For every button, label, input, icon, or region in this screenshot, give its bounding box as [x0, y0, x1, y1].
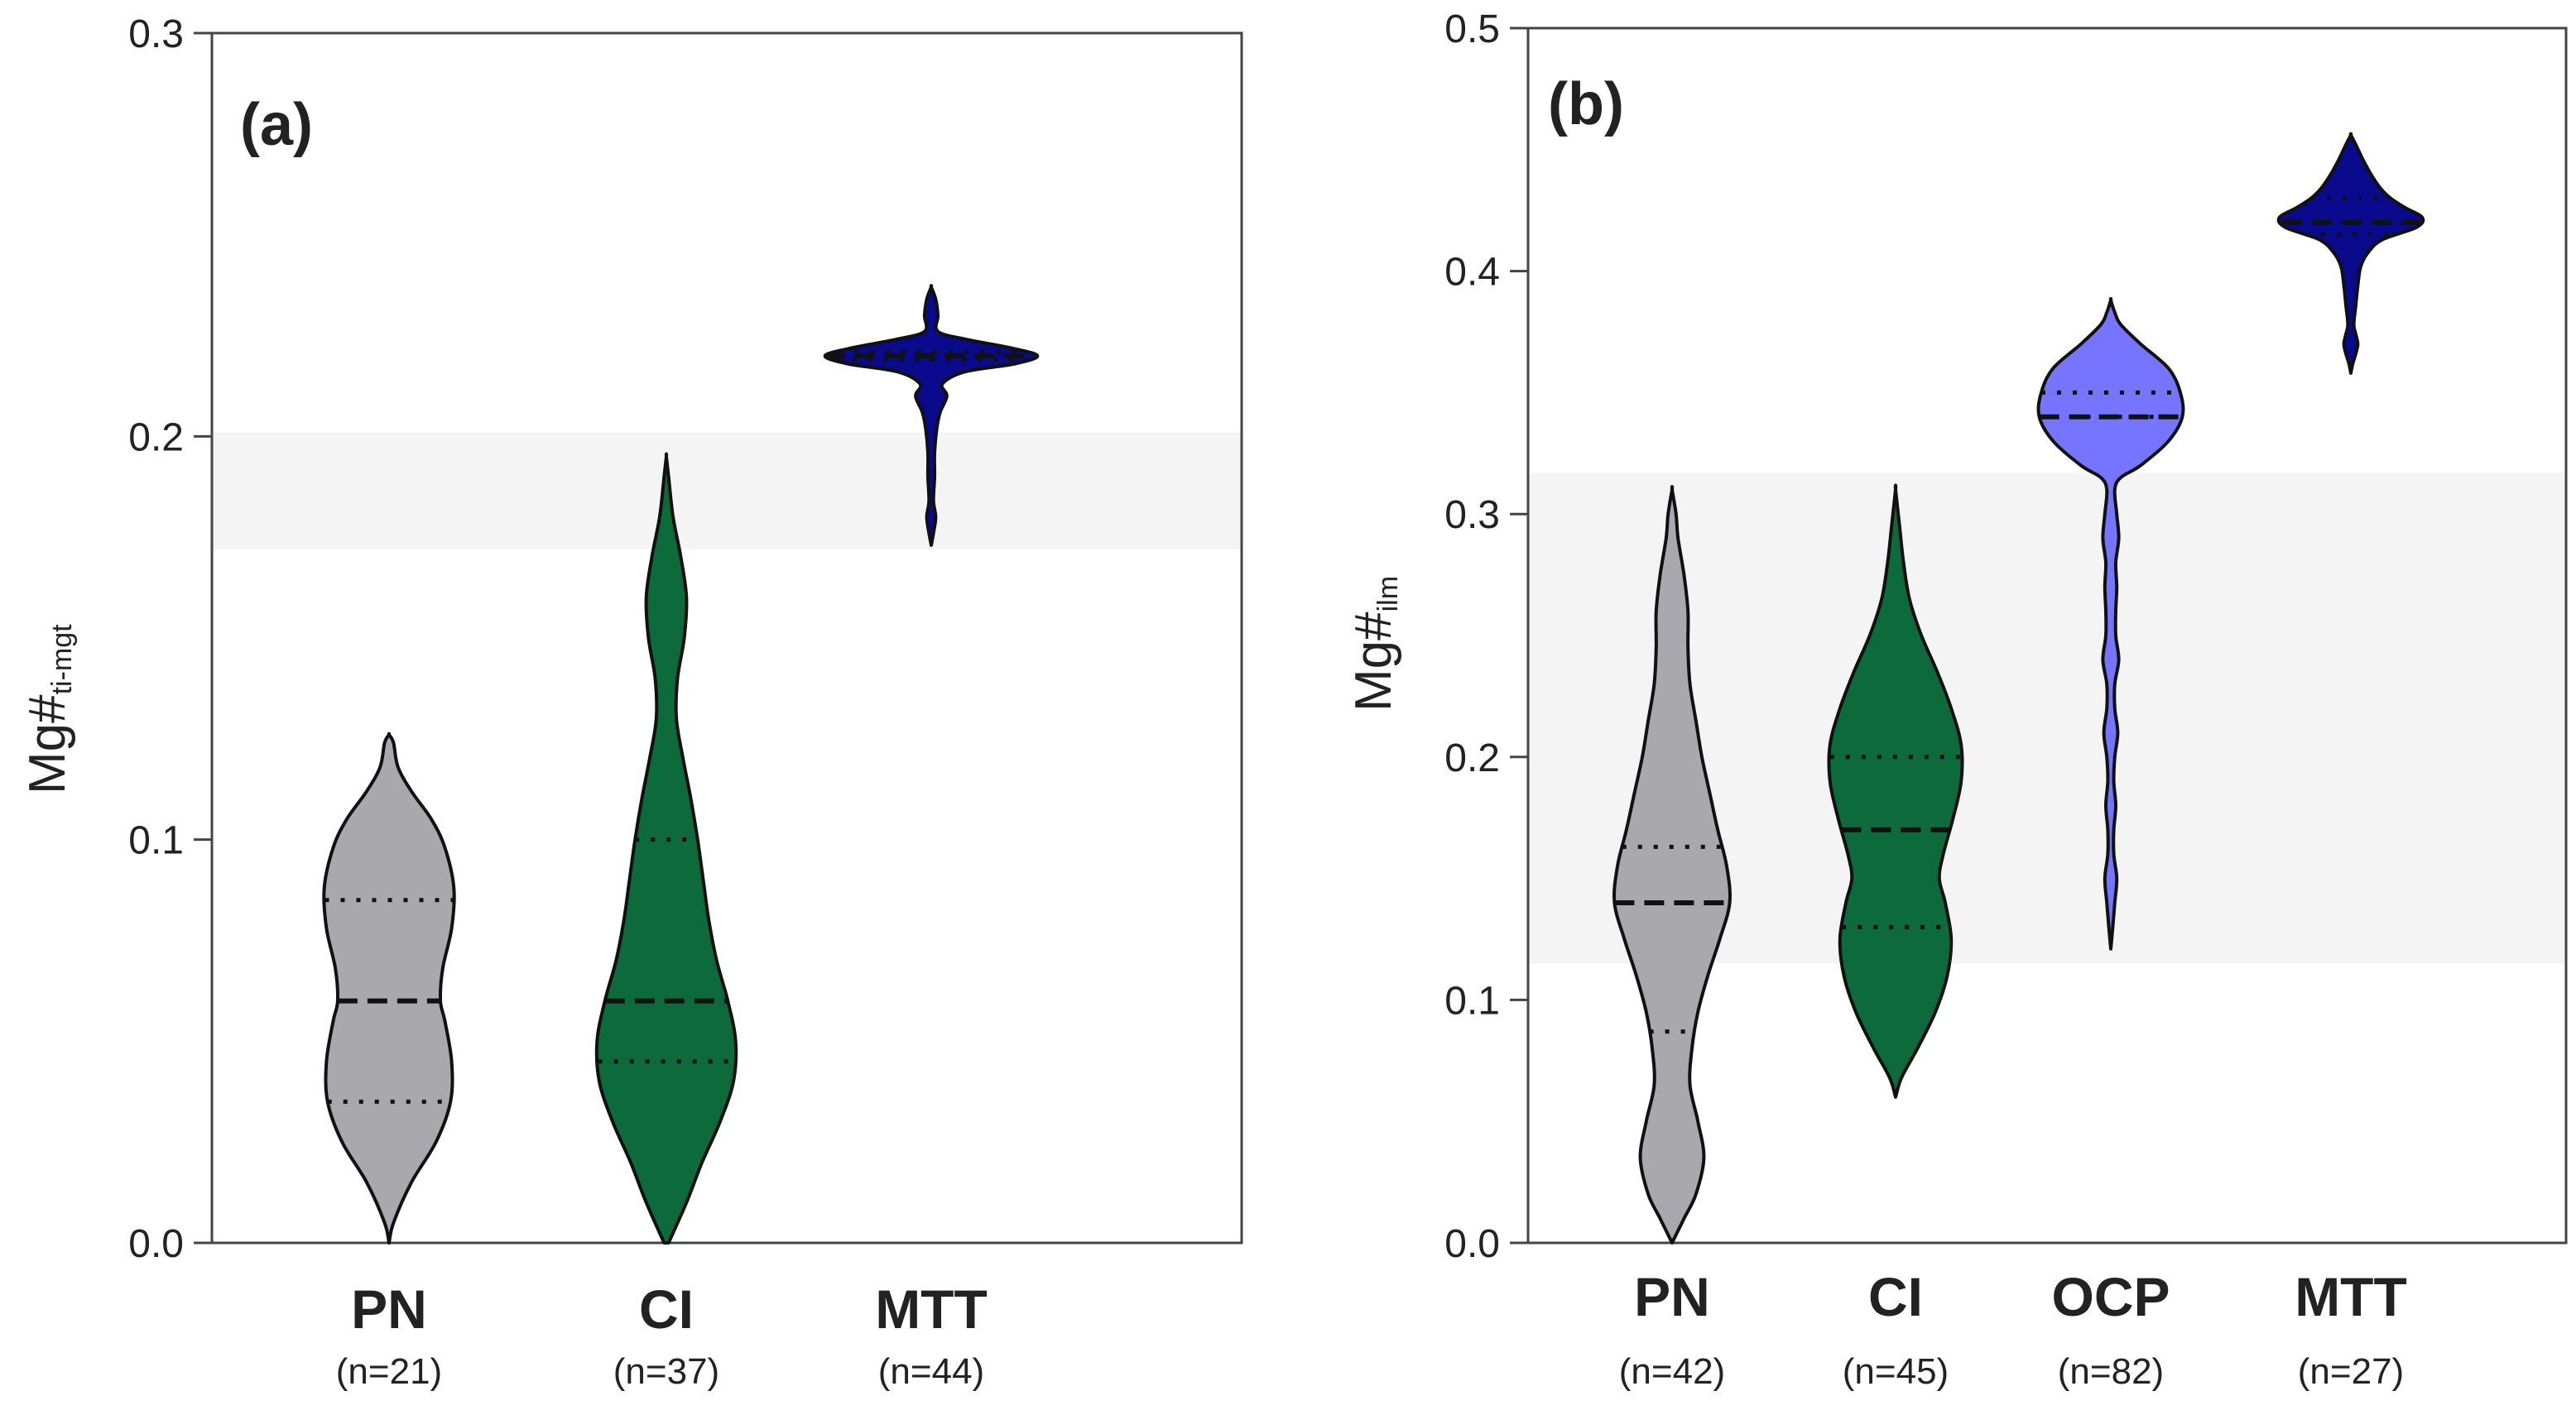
y-tick-label: 0.0 [128, 1222, 184, 1266]
violin-body [2036, 296, 2185, 951]
category-label-pn: PN [351, 1278, 427, 1340]
sample-count-mtt: (n=27) [2298, 1351, 2404, 1392]
violin-body [2276, 132, 2425, 375]
panel-a-y-axis-label: Mg#ti-mgt [19, 624, 78, 794]
panel-a-y-axis-label-main: Mg# [19, 694, 76, 794]
category-label-ci: CI [1868, 1266, 1923, 1327]
violin-body [1827, 483, 1964, 1099]
y-tick-label: 0.1 [1444, 979, 1500, 1023]
violin-mtt [823, 284, 1040, 547]
sample-count-pn: (n=42) [1619, 1351, 1725, 1392]
panel-b-plot-frame [1526, 26, 2568, 1245]
y-tick-label: 0.5 [1444, 7, 1500, 51]
violin-body [322, 731, 456, 1245]
sample-count-pn: (n=21) [336, 1351, 442, 1392]
y-tick-label: 0.3 [128, 12, 184, 56]
violin-ci [1827, 483, 1964, 1099]
panel-b-y-axis-label: Mg#ilm [1345, 576, 1404, 712]
panel-b-y-axis-label-main: Mg# [1345, 612, 1402, 712]
category-label-mtt: MTT [875, 1278, 988, 1340]
violin-pn [322, 731, 456, 1245]
y-tick-label: 0.3 [1444, 493, 1500, 537]
panel-b-y-ticks: 0.0 0.1 0.2 0.3 0.4 0.5 [1444, 7, 1528, 1266]
category-label-mtt: MTT [2295, 1266, 2407, 1327]
category-label-pn: PN [1634, 1266, 1710, 1327]
violin-body [594, 452, 738, 1245]
violin-ocp [2036, 296, 2185, 951]
panel-b-category-labels: PN (n=42) CI (n=45) OCP (n=82) MTT (n=27) [1619, 1266, 2407, 1392]
sample-count-ocp: (n=82) [2058, 1351, 2164, 1392]
panel-a-label: (a) [240, 92, 313, 158]
panel-a-shaded-band [212, 432, 1242, 549]
y-tick-label: 0.4 [1444, 251, 1500, 295]
sample-count-ci: (n=45) [1843, 1351, 1949, 1392]
panel-b-y-axis-label-subscript: ilm [1372, 576, 1404, 612]
panel-a: 0.0 0.1 0.2 0.3 (a) Mg#ti-mgt PN (n=21) CI (n=… [19, 12, 1243, 1392]
violin-body [1612, 485, 1732, 1245]
sample-count-mtt: (n=44) [878, 1351, 984, 1392]
y-tick-label: 0.2 [1444, 736, 1500, 780]
violin-ci [594, 452, 738, 1245]
panel-a-plot-frame [210, 31, 1243, 1245]
panel-a-violins [322, 284, 1040, 1245]
y-tick-label: 0.1 [128, 819, 184, 863]
violin-pn [1612, 485, 1732, 1245]
panel-b-label: (b) [1548, 71, 1624, 137]
panel-b: 0.0 0.1 0.2 0.3 0.4 0.5 (b) Mg#ilm PN (n=42) CI… [1345, 7, 2568, 1392]
panel-a-y-ticks: 0.0 0.1 0.2 0.3 [128, 12, 212, 1266]
panel-a-y-axis-label-subscript: ti-mgt [46, 624, 78, 695]
y-tick-label: 0.0 [1444, 1222, 1500, 1266]
panel-b-violins [1612, 132, 2425, 1245]
violin-mtt [2276, 132, 2425, 375]
category-label-ocp: OCP [2051, 1266, 2170, 1327]
y-tick-label: 0.2 [128, 415, 184, 459]
category-label-ci: CI [639, 1278, 694, 1340]
sample-count-ci: (n=37) [613, 1351, 719, 1392]
panel-a-category-labels: PN (n=21) CI (n=37) MTT (n=44) [336, 1278, 988, 1392]
